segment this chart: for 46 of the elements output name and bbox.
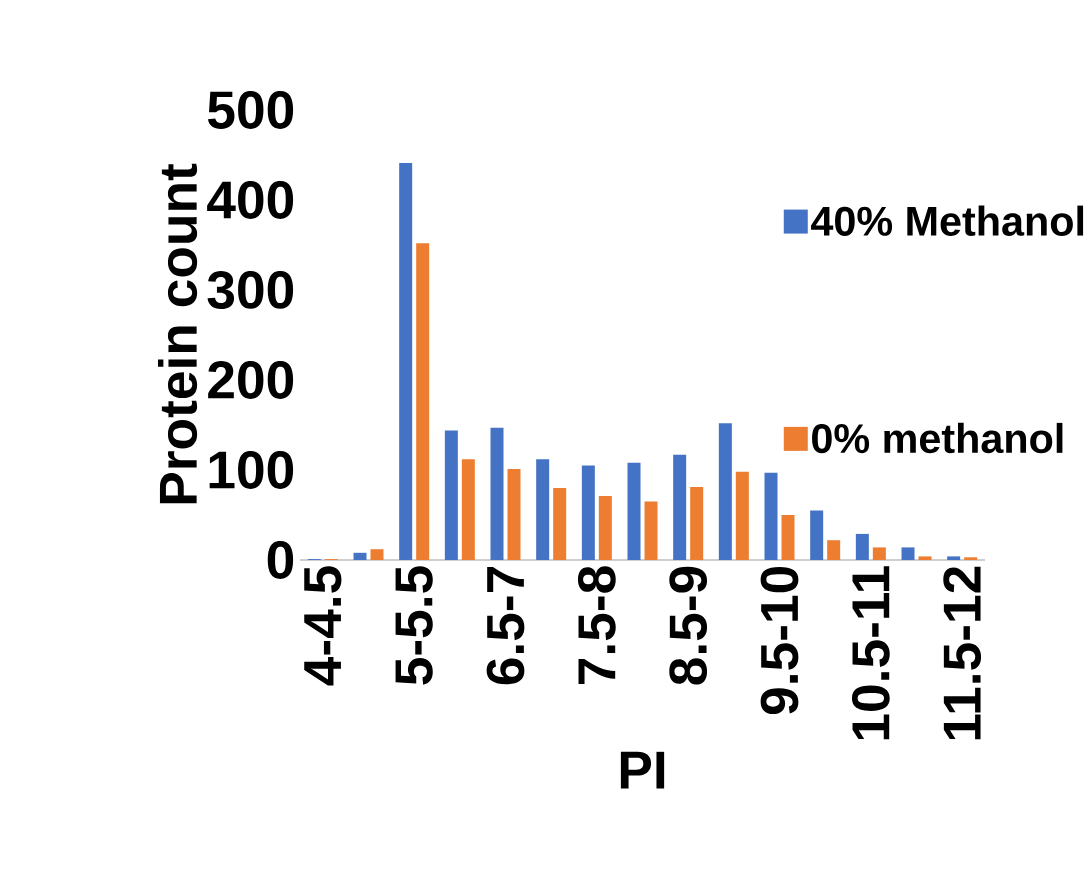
y-axis-title: Protein count bbox=[157, 163, 198, 504]
bar bbox=[490, 427, 504, 560]
bar bbox=[872, 547, 886, 560]
bar bbox=[536, 459, 550, 560]
bar bbox=[627, 462, 641, 560]
y-tick-label: 200 bbox=[208, 361, 294, 399]
bar bbox=[399, 163, 413, 560]
legend-label: 40% Methanol bbox=[811, 205, 1084, 236]
bar bbox=[827, 540, 841, 560]
bar bbox=[553, 488, 567, 560]
bar bbox=[416, 243, 430, 560]
x-tick-label: 10.5-11 bbox=[851, 566, 890, 740]
y-tick-label: 400 bbox=[207, 181, 294, 219]
x-tick-label: 9.5-10 bbox=[760, 566, 799, 715]
bar bbox=[781, 515, 795, 560]
x-axis-title: PI bbox=[620, 751, 665, 789]
y-tick-label: 0 bbox=[267, 541, 294, 579]
bar bbox=[947, 556, 961, 560]
bar bbox=[901, 547, 915, 560]
bar bbox=[598, 496, 612, 560]
y-tick-label: 500 bbox=[207, 91, 294, 129]
bar bbox=[964, 557, 978, 560]
bar bbox=[735, 471, 749, 560]
bar bbox=[644, 501, 658, 560]
bar bbox=[581, 465, 595, 560]
y-tick-label: 100 bbox=[209, 451, 294, 489]
bar bbox=[855, 533, 869, 560]
bar bbox=[810, 510, 824, 560]
bar bbox=[718, 423, 732, 560]
bar bbox=[353, 552, 367, 560]
bar bbox=[461, 459, 475, 560]
x-tick-label: 7.5-8 bbox=[577, 566, 616, 684]
bar bbox=[764, 472, 778, 560]
y-tick-label: 300 bbox=[207, 271, 294, 309]
legend-label: 0% methanol bbox=[812, 422, 1063, 454]
x-tick-label: 4-4.5 bbox=[304, 566, 342, 686]
bar bbox=[444, 430, 458, 560]
bar bbox=[690, 487, 704, 560]
x-tick-label: 8.5-9 bbox=[669, 566, 708, 685]
x-tick-label: 5-5.5 bbox=[395, 566, 433, 685]
bar bbox=[507, 469, 521, 560]
bar bbox=[370, 549, 384, 560]
bar bbox=[673, 454, 687, 560]
x-tick-label: 11.5-12 bbox=[943, 566, 982, 740]
x-tick-label: 6.5-7 bbox=[486, 567, 525, 685]
bar bbox=[918, 556, 932, 560]
